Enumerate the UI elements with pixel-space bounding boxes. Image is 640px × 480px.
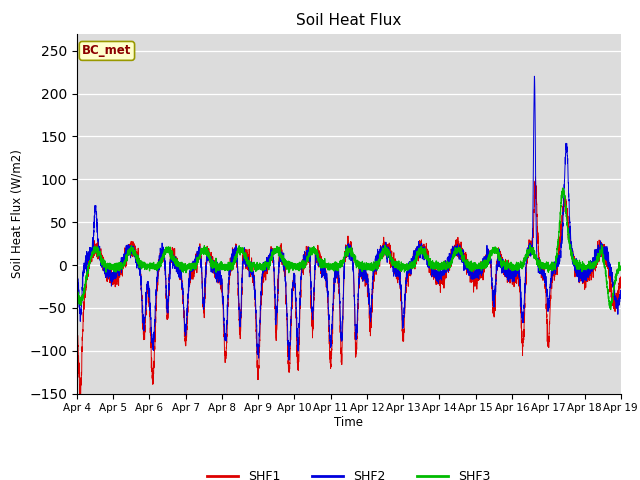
SHF2 <box>427 264 435 270</box>
SHF1 <box>479 267 486 273</box>
SHF1 <box>76 391 84 396</box>
SHF2 <box>531 73 538 79</box>
Line: SHF2: SHF2 <box>77 76 621 360</box>
SHF3 <box>399 265 407 271</box>
Legend: SHF1, SHF2, SHF3: SHF1, SHF2, SHF3 <box>202 465 495 480</box>
SHF3 <box>479 264 486 270</box>
SHF3 <box>73 289 81 295</box>
SHF3 <box>520 255 528 261</box>
SHF2 <box>285 357 293 363</box>
SHF1 <box>617 283 625 289</box>
SHF3 <box>559 185 567 191</box>
SHF1 <box>172 259 180 264</box>
SHF2 <box>73 274 81 280</box>
SHF3 <box>172 263 179 268</box>
SHF2 <box>172 263 179 269</box>
SHF3 <box>427 265 435 271</box>
SHF2 <box>399 317 407 323</box>
SHF2 <box>281 266 289 272</box>
SHF2 <box>520 300 528 305</box>
Line: SHF3: SHF3 <box>77 188 621 310</box>
SHF1 <box>520 316 528 322</box>
SHF3 <box>617 265 625 271</box>
SHF3 <box>607 307 614 312</box>
SHF3 <box>281 259 289 265</box>
Title: Soil Heat Flux: Soil Heat Flux <box>296 13 401 28</box>
X-axis label: Time: Time <box>334 416 364 429</box>
Line: SHF1: SHF1 <box>77 177 621 394</box>
SHF2 <box>479 266 486 272</box>
SHF1 <box>532 174 540 180</box>
SHF1 <box>73 319 81 325</box>
SHF1 <box>399 334 407 340</box>
Text: BC_met: BC_met <box>82 44 132 58</box>
Y-axis label: Soil Heat Flux (W/m2): Soil Heat Flux (W/m2) <box>10 149 24 278</box>
SHF2 <box>617 295 625 300</box>
SHF1 <box>427 264 435 269</box>
SHF1 <box>281 267 289 273</box>
